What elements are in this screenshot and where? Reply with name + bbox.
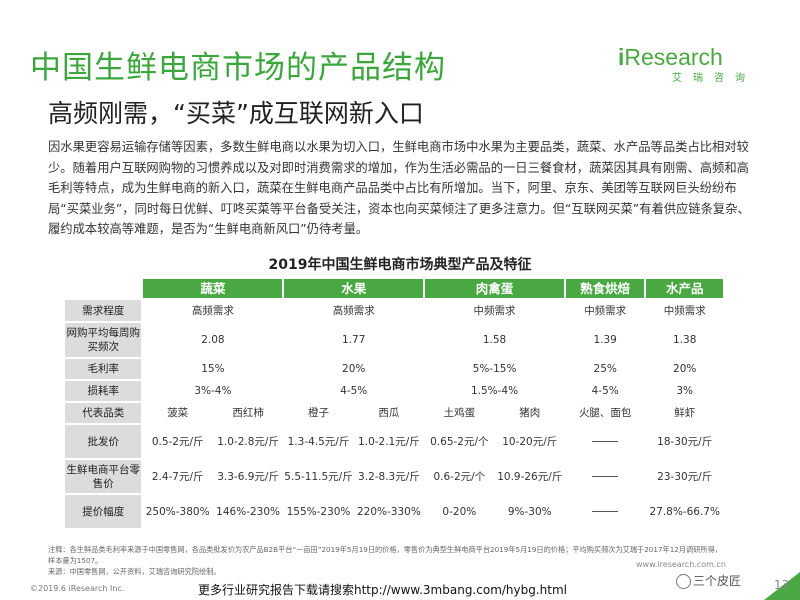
page-title: 中国生鲜电商市场的产品结构 xyxy=(30,50,446,86)
table-cell: 146%-230% xyxy=(213,495,283,528)
table-cell: 0.6-2元/个 xyxy=(425,460,494,493)
table-cell: 1.58 xyxy=(425,323,564,357)
table-row: 生鲜电商平台零售价 2.4-7元/斤 3.3-6.9元/斤 5.5-11.5元/… xyxy=(65,460,723,493)
product-feature-table: 蔬菜 水果 肉禽蛋 熟食烘焙 水产品 需求程度 高频需求 高频需求 中频需求 中… xyxy=(63,277,725,530)
table-cell: 2.4-7元/斤 xyxy=(143,460,212,493)
empty-dash xyxy=(565,495,645,528)
table-cell: 橙子 xyxy=(284,403,353,423)
source-line: 来源：中国零售网，公开资料，艾瑞咨询研究院绘制。 xyxy=(48,567,221,576)
table-cell: 5%-15% xyxy=(425,359,564,379)
table-cell: 10-20元/斤 xyxy=(495,425,564,458)
table-cell: 1.5%-4% xyxy=(425,381,564,401)
table-cell: 15% xyxy=(143,359,283,379)
table-cell: 4-5% xyxy=(284,381,424,401)
row-label-markup: 提价幅度 xyxy=(65,495,142,528)
table-cell: 25% xyxy=(565,359,645,379)
download-link-text[interactable]: 更多行业研究报告下载请搜索http://www.3mbang.com/hybg.… xyxy=(198,583,568,597)
table-cell: 18-30元/斤 xyxy=(646,425,723,458)
table-row: 网购平均每周购买频次 2.08 1.77 1.58 1.39 1.38 xyxy=(65,323,723,357)
row-label-demand: 需求程度 xyxy=(65,300,142,321)
header-fruit: 水果 xyxy=(284,279,424,298)
table-row: 损耗率 3%-4% 4-5% 1.5%-4% 4-5% 3% xyxy=(65,381,723,401)
table-cell: 0.65-2元/个 xyxy=(425,425,494,458)
logo-subtext: 艾瑞咨询 xyxy=(672,73,756,84)
header-corner xyxy=(65,279,141,298)
row-label-retail: 生鲜电商平台零售价 xyxy=(65,460,142,493)
table-cell: 23-30元/斤 xyxy=(646,460,723,493)
table-cell: 3% xyxy=(646,381,723,401)
row-label-products: 代表品类 xyxy=(65,403,142,423)
table-cell: 西瓜 xyxy=(354,403,424,423)
table-cell: 3.3-6.9元/斤 xyxy=(213,460,283,493)
page-number: 13 xyxy=(774,578,790,592)
table-cell: 2.08 xyxy=(143,323,283,357)
table-cell: 155%-230% xyxy=(284,495,353,528)
row-label-margin: 毛利率 xyxy=(65,359,142,379)
header-vegetables: 蔬菜 xyxy=(143,279,283,298)
table-cell: 菠菜 xyxy=(143,403,212,423)
table-row: 提价幅度 250%-380% 146%-230% 155%-230% 220%-… xyxy=(65,495,723,528)
copyright: ©2019.6 iResearch Inc. xyxy=(30,584,125,593)
row-label-wholesale: 批发价 xyxy=(65,425,142,458)
table-row: 代表品类 菠菜 西红柿 橙子 西瓜 土鸡蛋 猪肉 火腿、面包 鲜虾 xyxy=(65,403,723,423)
header-deli-bakery: 熟食烘焙 xyxy=(565,279,645,298)
note-line: 注释：各生鲜品类毛利率来源于中国零售网，各品类批发价为农产品B2B平台“一亩田”… xyxy=(48,545,722,565)
dash-line xyxy=(592,511,619,512)
table-cell: 鲜虾 xyxy=(646,403,723,423)
table-row: 批发价 0.5-2元/斤 1.0-2.8元/斤 1.3-4.5元/斤 1.0-2… xyxy=(65,425,723,458)
footer-url: www.iresearch.com.cn xyxy=(636,560,726,569)
source-note: 注释：各生鲜品类毛利率来源于中国零售网，各品类批发价为农产品B2B平台“一亩田”… xyxy=(48,544,728,577)
table-cell: 高频需求 xyxy=(284,300,424,321)
table-cell: 土鸡蛋 xyxy=(425,403,494,423)
table-row: 毛利率 15% 20% 5%-15% 25% 20% xyxy=(65,359,723,379)
row-label-loss: 损耗率 xyxy=(65,381,142,401)
table-cell: 1.39 xyxy=(565,323,645,357)
iresearch-logo: iResearch 艾瑞咨询 xyxy=(618,44,768,84)
table-cell: 9%-30% xyxy=(495,495,564,528)
table-cell: 20% xyxy=(646,359,723,379)
table-cell: 1.3-4.5元/斤 xyxy=(284,425,353,458)
table-cell: 中频需求 xyxy=(646,300,723,321)
table-cell: 1.38 xyxy=(646,323,723,357)
dash-line xyxy=(592,441,619,442)
intro-paragraph: 因水果更容易运输存储等因素，多数生鲜电商以水果为切入口，生鲜电商市场中水果为主要… xyxy=(48,140,750,237)
table-cell: 20% xyxy=(284,359,424,379)
table-cell: 中频需求 xyxy=(425,300,564,321)
dash-line xyxy=(592,476,619,477)
table-title: 2019年中国生鲜电商市场典型产品及特征 xyxy=(268,257,532,273)
table-cell: 火腿、面包 xyxy=(565,403,645,423)
table-cell: 4-5% xyxy=(565,381,645,401)
header-meat-poultry-eggs: 肉禽蛋 xyxy=(425,279,564,298)
table-cell: 0-20% xyxy=(425,495,494,528)
table-cell: 西红柿 xyxy=(213,403,283,423)
table-cell: 1.77 xyxy=(284,323,424,357)
table-cell: 1.0-2.8元/斤 xyxy=(213,425,283,458)
table-cell: 5.5-11.5元/斤 xyxy=(284,460,353,493)
table-cell: 250%-380% xyxy=(143,495,212,528)
watermark: 三个皮匠 xyxy=(676,572,741,589)
table-cell: 猪肉 xyxy=(495,403,564,423)
empty-dash xyxy=(565,425,645,458)
corner-accent xyxy=(764,572,800,600)
table-cell: 220%-330% xyxy=(354,495,424,528)
table-cell: 27.8%-66.7% xyxy=(646,495,723,528)
table-header-row: 蔬菜 水果 肉禽蛋 熟食烘焙 水产品 xyxy=(65,279,723,298)
table-cell: 0.5-2元/斤 xyxy=(143,425,212,458)
header-aquatic: 水产品 xyxy=(646,279,723,298)
table-cell: 10.9-26元/斤 xyxy=(495,460,564,493)
table-cell: 3%-4% xyxy=(143,381,283,401)
logo-wordmark: iResearch xyxy=(618,44,723,70)
page-subtitle: 高频刚需，“买菜”成互联网新入口 xyxy=(48,99,424,128)
empty-dash xyxy=(565,460,645,493)
table-cell: 1.0-2.1元/斤 xyxy=(354,425,424,458)
table-cell: 中频需求 xyxy=(565,300,645,321)
table-cell: 高频需求 xyxy=(143,300,283,321)
row-label-frequency: 网购平均每周购买频次 xyxy=(65,323,142,357)
table-cell: 3.2-8.3元/斤 xyxy=(354,460,424,493)
table-row: 需求程度 高频需求 高频需求 中频需求 中频需求 中频需求 xyxy=(65,300,723,321)
wechat-icon xyxy=(676,574,691,589)
